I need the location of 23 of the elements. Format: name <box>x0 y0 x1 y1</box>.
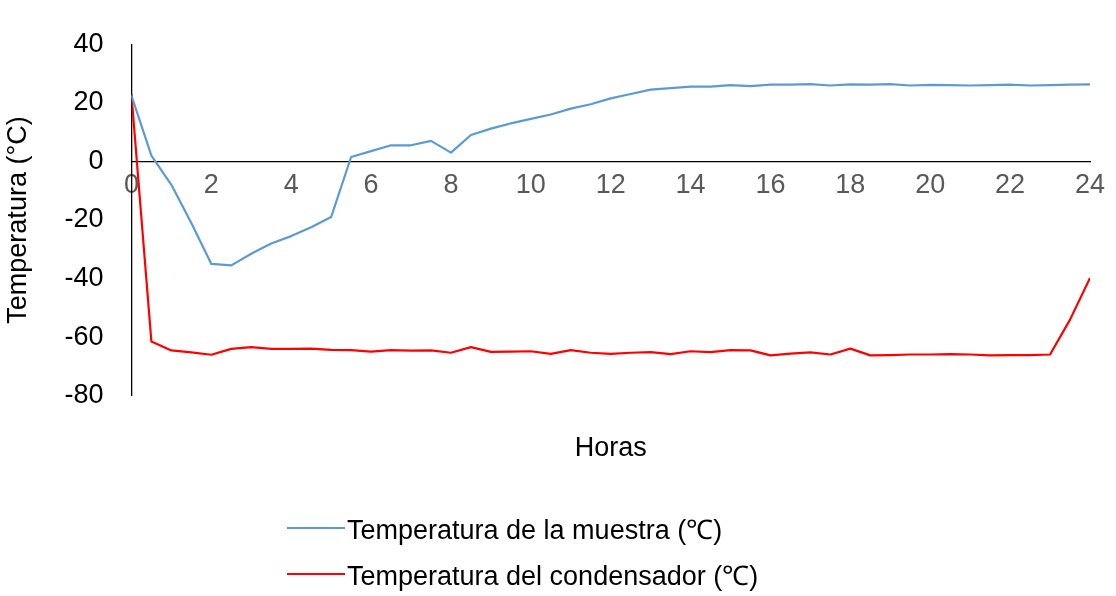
x-tick-label: 16 <box>755 169 786 200</box>
x-axis-title: Horas <box>574 432 647 463</box>
x-tick-label: 8 <box>443 169 459 200</box>
y-tick-label: -60 <box>64 320 104 351</box>
x-tick-label: 10 <box>515 169 546 200</box>
legend-label: Temperatura de la muestra (℃) <box>347 513 723 547</box>
legend-label: Temperatura del condensador (℃) <box>347 559 759 593</box>
x-tick-label: 18 <box>835 169 866 200</box>
y-tick-label: 40 <box>73 27 104 58</box>
x-tick-label: 24 <box>1074 169 1106 200</box>
x-tick-label: 4 <box>283 169 299 200</box>
x-tick-label: 6 <box>363 169 379 200</box>
x-tick-label: 20 <box>915 169 946 200</box>
y-tick-label: -20 <box>64 203 104 234</box>
x-tick-label: 22 <box>995 169 1026 200</box>
y-tick-label: -80 <box>64 379 104 410</box>
y-axis-title: Temperatura (°C) <box>1 116 32 324</box>
x-tick-label: 12 <box>595 169 626 200</box>
x-tick-label: 2 <box>203 169 219 200</box>
y-tick-label: 20 <box>73 86 104 117</box>
x-tick-label: 14 <box>675 169 706 200</box>
y-tick-label: -40 <box>64 262 104 293</box>
y-tick-label: 0 <box>88 144 104 175</box>
